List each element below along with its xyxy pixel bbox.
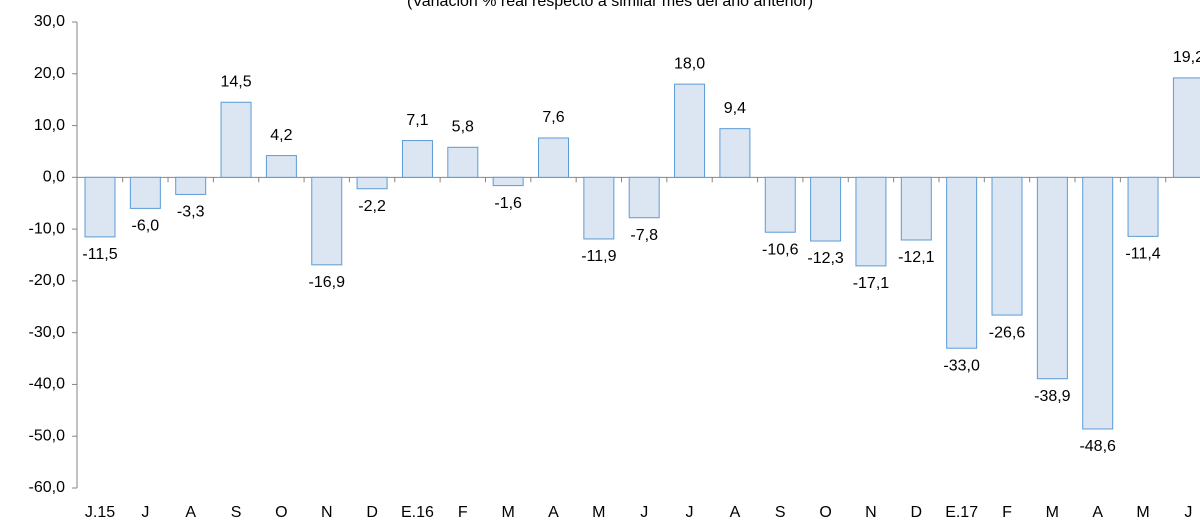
x-tick-label: A [548, 504, 559, 521]
value-label: -48,6 [1079, 438, 1116, 455]
value-label: 7,6 [542, 109, 564, 126]
x-tick-label: J [141, 504, 149, 521]
x-tick-label: M [501, 504, 514, 521]
y-tick-label: -50,0 [29, 427, 66, 444]
x-tick-label: J [640, 504, 648, 521]
y-tick-label: -60,0 [29, 479, 66, 496]
bar [946, 176, 978, 349]
value-label: 7,1 [406, 112, 428, 129]
bar [129, 176, 161, 209]
value-label: -1,6 [494, 195, 522, 212]
value-label: -17,1 [853, 275, 890, 292]
value-label: -11,9 [581, 248, 616, 265]
bar [1127, 176, 1159, 237]
x-tick-label: F [458, 504, 468, 521]
bar [1082, 176, 1114, 430]
y-tick-label: -30,0 [29, 324, 66, 341]
bar [220, 101, 252, 178]
x-tick-label: A [730, 504, 741, 521]
bar [719, 128, 751, 178]
bar [855, 176, 887, 267]
bar [810, 176, 842, 242]
value-label: -6,0 [132, 218, 160, 235]
x-tick-label: O [275, 504, 287, 521]
x-tick-label: J.15 [85, 504, 115, 521]
bar [674, 83, 706, 178]
x-tick-label: O [819, 504, 831, 521]
bar [84, 176, 116, 238]
y-tick-label: -40,0 [29, 376, 66, 393]
value-label: -26,6 [989, 324, 1026, 341]
value-label: 9,4 [724, 100, 746, 117]
x-tick-label: S [231, 504, 242, 521]
x-tick-label: M [1046, 504, 1059, 521]
value-label: -12,3 [807, 250, 844, 267]
value-label: 14,5 [220, 73, 251, 90]
x-tick-label: D [911, 504, 923, 521]
x-tick-label: M [1136, 504, 1149, 521]
bar [764, 176, 796, 233]
x-tick-label: S [775, 504, 786, 521]
value-label: 19,2 [1173, 49, 1200, 66]
bar [447, 146, 479, 178]
value-label: -11,4 [1125, 246, 1160, 263]
bar [356, 176, 388, 190]
bar [628, 176, 660, 219]
x-tick-label: N [321, 504, 333, 521]
value-label: 5,8 [452, 119, 474, 136]
x-tick-label: M [592, 504, 605, 521]
x-tick-label: A [1092, 504, 1103, 521]
y-tick-label: -20,0 [29, 272, 66, 289]
value-label: -16,9 [309, 274, 346, 291]
x-tick-label: J [686, 504, 694, 521]
x-tick-label: E.16 [401, 504, 434, 521]
x-tick-label: D [366, 504, 378, 521]
bar [1036, 176, 1068, 380]
value-label: 4,2 [270, 127, 292, 144]
x-tick-label: F [1002, 504, 1012, 521]
value-label: -3,3 [177, 204, 205, 221]
y-tick-label: 30,0 [34, 13, 65, 30]
x-tick-label: N [865, 504, 877, 521]
value-label: -33,0 [943, 357, 980, 374]
y-tick-label: 0,0 [43, 169, 65, 186]
x-tick-label: J [1184, 504, 1192, 521]
value-label: -7,8 [630, 227, 658, 244]
y-tick-label: -10,0 [29, 220, 66, 237]
bar [991, 176, 1023, 316]
bar [265, 155, 297, 178]
x-tick-label: A [185, 504, 196, 521]
chart-subtitle: (Variación % real respecto a similar mes… [407, 0, 813, 10]
bar [538, 137, 569, 178]
bar [1172, 77, 1200, 178]
value-label: -12,1 [898, 249, 935, 266]
value-label: 18,0 [674, 55, 705, 72]
value-label: -11,5 [82, 246, 117, 263]
value-label: -38,9 [1034, 388, 1071, 405]
bar [583, 176, 615, 240]
y-tick-label: 20,0 [34, 65, 65, 82]
bar [401, 140, 433, 178]
value-label: -2,2 [358, 198, 386, 215]
bar [492, 176, 524, 187]
x-tick-label: E.17 [945, 504, 978, 521]
y-tick-label: 10,0 [34, 117, 65, 134]
bar [311, 176, 343, 266]
bar [175, 176, 207, 195]
value-label: -10,6 [762, 241, 799, 258]
bar [900, 176, 932, 241]
